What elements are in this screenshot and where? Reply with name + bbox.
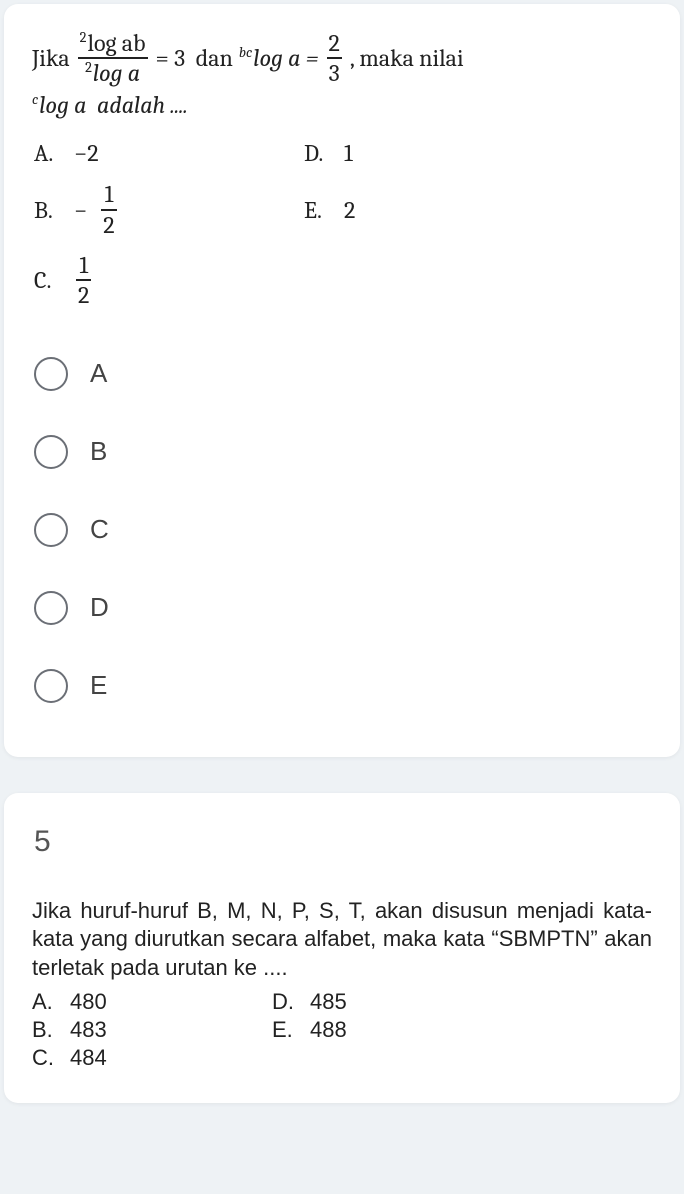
question-card-5: 5 Jika huruf-huruf B, M, N, P, S, T, aka…	[4, 793, 680, 1103]
choice-b: B. − 1 2	[34, 181, 274, 238]
fraction-1: 2log ab 2log a	[78, 30, 148, 87]
choice-a: A. 480	[32, 989, 252, 1015]
radio-option-d[interactable]: D	[34, 569, 656, 647]
radio-option-c[interactable]: C	[34, 491, 656, 569]
text-maka-nilai: , maka nilai	[350, 42, 464, 74]
text-jika: Jika	[32, 42, 70, 74]
choice-b: B. 483	[32, 1017, 252, 1043]
question-stem: Jika 2log ab 2log a = 3 dan bclog a = 2 …	[32, 30, 656, 121]
text-log-a-adalah: log a adalah ....	[39, 91, 188, 119]
inline-choices-5: A. 480 D. 485 B. 483 E. 488 C. 484	[32, 989, 656, 1071]
fraction-2: 2 3	[327, 30, 342, 87]
question-body: Jika huruf-huruf B, M, N, P, S, T, akan …	[32, 897, 652, 983]
question-card-4: Jika 2log ab 2log a = 3 dan bclog a = 2 …	[4, 4, 680, 757]
radio-circle-icon	[34, 591, 68, 625]
answer-radios: A B C D E	[34, 335, 656, 725]
inline-choices: A. −2 D. 1 B. − 1 2 E. 2 C. 1 2	[34, 139, 656, 309]
question-number: 5	[34, 825, 656, 859]
text-eq3-dan: = 3 dan	[156, 42, 233, 74]
choice-d: D. 1	[304, 139, 544, 167]
choice-c: C. 1 2	[34, 252, 274, 309]
radio-circle-icon	[34, 435, 68, 469]
choice-a: A. −2	[34, 139, 274, 167]
choice-e: E. 2	[304, 181, 544, 238]
log-bc: bclog a =	[239, 42, 319, 74]
radio-circle-icon	[34, 357, 68, 391]
radio-option-e[interactable]: E	[34, 647, 656, 725]
choice-e: E. 488	[272, 1017, 492, 1043]
radio-option-a[interactable]: A	[34, 335, 656, 413]
radio-circle-icon	[34, 513, 68, 547]
choice-c: C. 484	[32, 1045, 252, 1071]
radio-option-b[interactable]: B	[34, 413, 656, 491]
radio-circle-icon	[34, 669, 68, 703]
choice-d: D. 485	[272, 989, 492, 1015]
